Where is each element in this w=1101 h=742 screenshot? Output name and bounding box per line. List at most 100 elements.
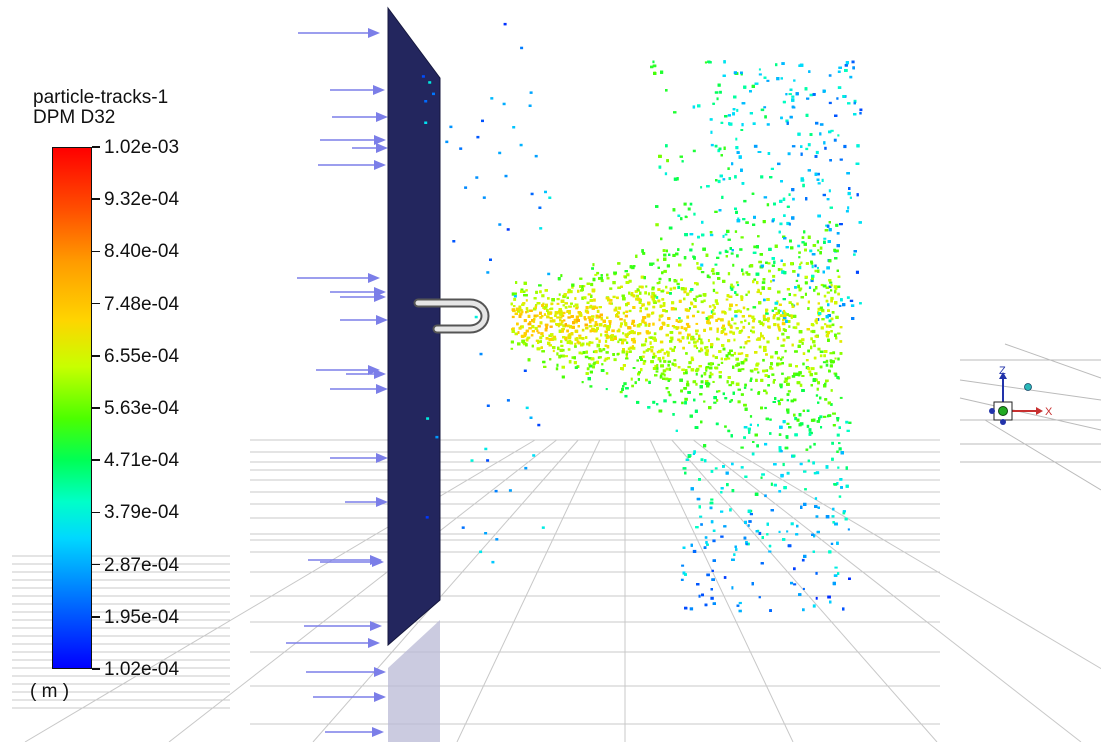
particle [830,330,833,333]
particle [548,338,552,341]
particle [824,398,828,401]
particle [821,178,824,182]
particle [677,285,680,289]
particle [678,339,682,343]
particle [652,64,657,68]
inlet-arrow-head-icon [376,315,388,325]
particle [784,446,789,450]
particle [766,522,769,526]
particle [709,233,714,237]
particle [835,315,839,319]
particle [814,269,818,273]
particle [617,315,620,318]
particle [566,310,570,313]
particle [697,235,700,239]
particle [805,448,809,451]
particle [783,314,787,318]
particle [519,309,523,312]
particle [648,380,651,384]
particle [693,341,697,344]
particle [764,369,767,372]
particle [656,403,659,406]
particle [650,360,654,364]
particle [643,343,647,347]
particle [713,306,716,309]
particle [837,332,841,335]
particle [657,299,661,303]
particle [594,321,598,324]
particle [582,296,587,300]
particle [714,299,718,303]
plate-reflection [388,620,440,742]
particle [654,374,658,377]
particle [743,386,747,389]
particle [742,218,746,221]
particle [773,483,777,487]
particle [817,347,821,351]
particle [717,149,721,153]
particle [828,324,832,328]
particle [558,329,561,333]
particle [830,317,834,321]
particle [754,492,759,496]
particle [775,312,779,315]
grid-line [168,439,557,742]
particle [621,341,624,345]
particle [631,319,635,324]
particle [510,340,514,344]
particle [569,290,573,294]
particle [651,288,655,291]
particle [539,311,542,315]
particle [736,254,739,258]
particle [548,344,552,347]
particle [767,262,771,265]
particle [547,297,550,300]
particle [700,341,704,345]
particle [594,273,598,276]
particle [676,282,680,285]
particle [656,364,659,368]
particle [668,278,671,282]
particle [804,275,808,279]
particle [583,316,586,320]
particle [812,461,815,465]
particle [812,550,815,553]
particle [603,324,607,328]
particle [735,357,739,361]
particle [767,317,770,320]
particle [570,302,573,305]
particle [760,378,764,382]
particle [671,348,675,352]
particle [639,298,642,302]
particle [562,336,566,339]
particle [662,369,667,373]
particle [773,379,776,381]
particle [700,338,703,342]
particle [623,382,627,386]
particle [680,217,683,221]
particle [573,361,577,365]
particle [767,375,770,378]
particle [710,345,713,349]
particle [700,374,703,378]
particle [770,367,774,370]
particle [829,364,833,368]
particle [591,307,595,310]
particle [752,122,756,125]
particle [823,240,826,244]
particle [554,311,559,315]
particle-cloud [421,22,863,613]
particle [639,356,642,359]
particle [723,146,726,150]
particle [525,311,528,314]
particle [598,349,603,353]
particle [734,207,737,210]
particle [782,328,786,331]
particle [811,274,815,278]
particle [786,393,790,396]
particle [792,454,796,458]
particle [598,339,601,343]
particle [816,530,820,534]
